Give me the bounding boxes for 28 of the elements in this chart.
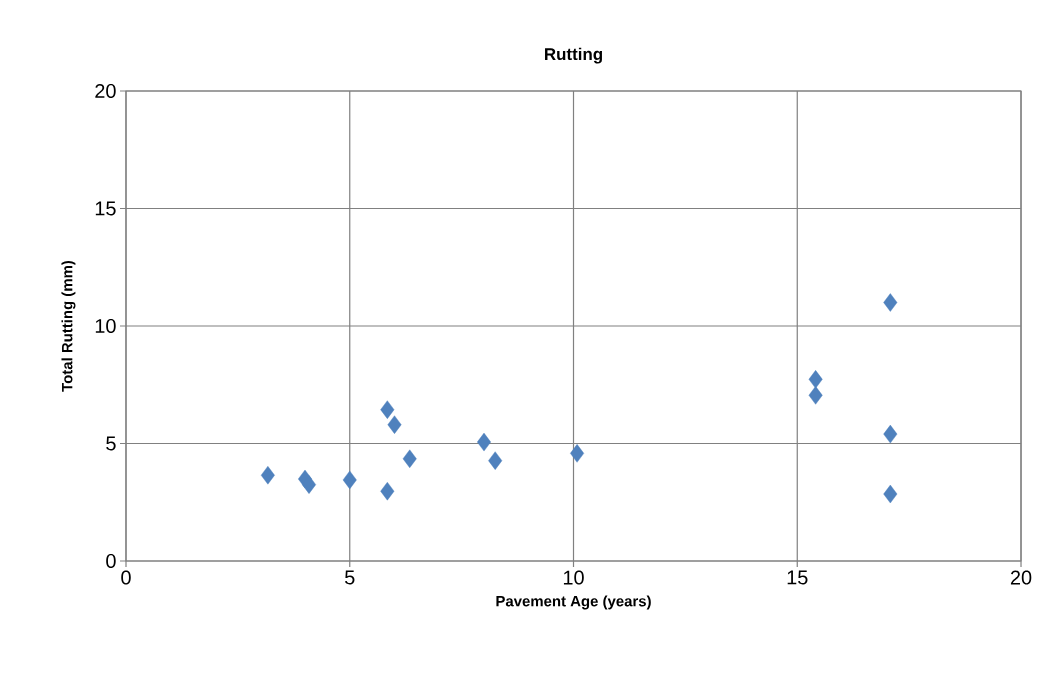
point bbox=[380, 400, 395, 419]
point bbox=[883, 293, 898, 312]
x-tick-label: 0 bbox=[121, 570, 131, 585]
y-tick-label: 5 bbox=[106, 436, 116, 451]
point bbox=[477, 432, 491, 452]
y-tick-label: 0 bbox=[106, 553, 116, 569]
point bbox=[570, 444, 585, 463]
point bbox=[302, 475, 316, 494]
x-tick-label: 20 bbox=[1010, 570, 1032, 585]
point bbox=[342, 470, 357, 490]
point bbox=[387, 415, 402, 434]
chart-title: Rutting bbox=[545, 47, 603, 64]
point bbox=[260, 466, 275, 485]
point bbox=[808, 370, 823, 389]
x-tick-label: 5 bbox=[345, 570, 355, 585]
x-axis-title: Pavement Age (years) bbox=[496, 595, 651, 610]
y-tick-label: 20 bbox=[95, 83, 116, 99]
y-axis-title: Total Rutting (mm) bbox=[61, 260, 76, 392]
point bbox=[883, 484, 898, 504]
point bbox=[488, 451, 503, 470]
point bbox=[380, 482, 395, 501]
point bbox=[402, 449, 417, 468]
x-tick-label: 10 bbox=[563, 570, 584, 585]
point bbox=[808, 386, 823, 405]
y-tick-label: 15 bbox=[95, 201, 116, 216]
x-tick-label: 15 bbox=[787, 570, 808, 585]
point bbox=[883, 424, 898, 444]
y-tick-label: 10 bbox=[95, 318, 116, 334]
